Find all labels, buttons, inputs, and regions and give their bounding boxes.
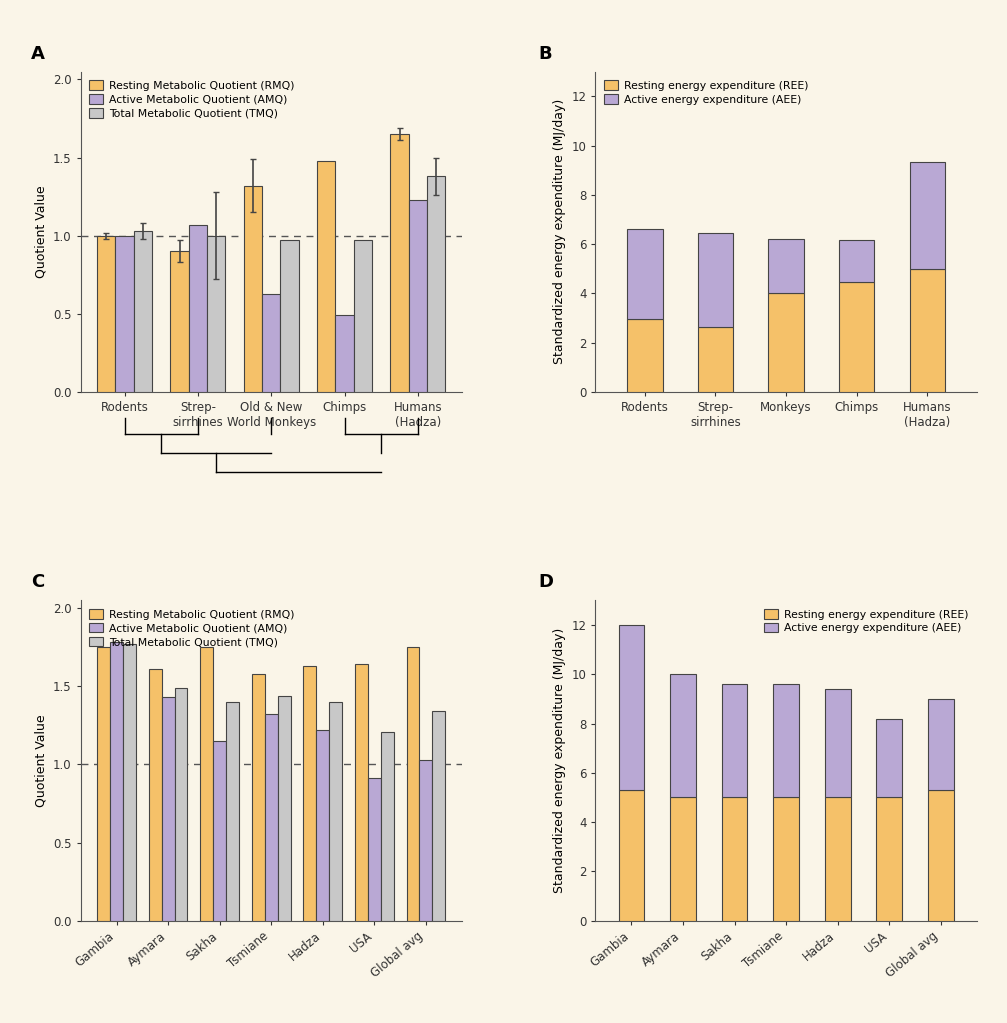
Text: D: D [538, 574, 553, 591]
Bar [722, 798, 747, 921]
Bar [227, 702, 239, 921]
Bar [174, 687, 187, 921]
Bar [317, 161, 335, 392]
Legend: Resting energy expenditure (REE), Active energy expenditure (AEE): Resting energy expenditure (REE), Active… [601, 77, 812, 107]
Y-axis label: Standardized energy expenditure (MJ/day): Standardized energy expenditure (MJ/day) [553, 99, 566, 364]
Y-axis label: Quotient Value: Quotient Value [34, 714, 47, 807]
Bar [355, 664, 368, 921]
Text: B: B [538, 45, 552, 62]
Bar [927, 790, 954, 921]
Bar [278, 696, 291, 921]
Bar [773, 798, 799, 921]
Bar [409, 199, 427, 392]
Bar [627, 229, 663, 319]
Bar [432, 711, 445, 921]
Legend: Resting energy expenditure (REE), Active energy expenditure (AEE): Resting energy expenditure (REE), Active… [761, 606, 972, 636]
Bar [353, 240, 373, 392]
Bar [162, 698, 174, 921]
Bar [123, 644, 136, 921]
Bar [381, 731, 394, 921]
Bar [618, 625, 644, 790]
Bar [303, 666, 316, 921]
Bar [110, 642, 123, 921]
Bar [909, 162, 945, 269]
Bar [427, 176, 445, 392]
Bar [335, 315, 353, 392]
Bar [768, 294, 804, 392]
Bar [98, 648, 110, 921]
Bar [670, 674, 696, 798]
Bar [280, 240, 299, 392]
Bar [252, 674, 265, 921]
Bar [262, 294, 280, 392]
Bar [618, 790, 644, 921]
Bar [213, 741, 227, 921]
Bar [773, 684, 799, 798]
Bar [391, 134, 409, 392]
Bar [116, 235, 134, 392]
Bar [420, 760, 432, 921]
Bar [627, 319, 663, 392]
Bar [170, 252, 188, 392]
Bar [329, 702, 342, 921]
Bar [149, 669, 162, 921]
Bar [876, 718, 902, 798]
Bar [316, 730, 329, 921]
Legend: Resting Metabolic Quotient (RMQ), Active Metabolic Quotient (AMQ), Total Metabol: Resting Metabolic Quotient (RMQ), Active… [86, 77, 297, 122]
Text: C: C [31, 574, 44, 591]
Bar [909, 269, 945, 392]
Y-axis label: Standardized energy expenditure (MJ/day): Standardized energy expenditure (MJ/day) [553, 628, 566, 893]
Bar [265, 714, 278, 921]
Legend: Resting Metabolic Quotient (RMQ), Active Metabolic Quotient (AMQ), Total Metabol: Resting Metabolic Quotient (RMQ), Active… [86, 606, 297, 651]
Bar [698, 232, 733, 326]
Bar [722, 684, 747, 798]
Bar [97, 235, 116, 392]
Bar [134, 231, 152, 392]
Bar [825, 690, 851, 798]
Bar [839, 239, 874, 282]
Bar [244, 186, 262, 392]
Bar [927, 699, 954, 790]
Bar [876, 798, 902, 921]
Bar [368, 779, 381, 921]
Bar [670, 798, 696, 921]
Bar [200, 648, 213, 921]
Y-axis label: Quotient Value: Quotient Value [34, 185, 47, 278]
Bar [188, 225, 207, 392]
Bar [407, 648, 420, 921]
Bar [825, 798, 851, 921]
Text: A: A [31, 45, 45, 62]
Bar [698, 326, 733, 392]
Bar [839, 282, 874, 392]
Bar [207, 235, 226, 392]
Bar [768, 239, 804, 294]
